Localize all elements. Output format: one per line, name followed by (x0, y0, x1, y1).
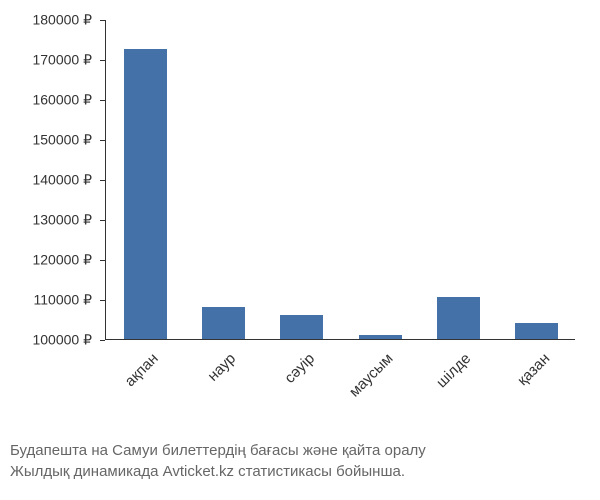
caption-line-2: Жылдық динамикада Avticket.kz статистика… (10, 461, 590, 482)
chart-container: 100000 ₽ 110000 ₽ 120000 ₽ 130000 ₽ 140000 ₽… (10, 10, 590, 430)
bar (202, 307, 245, 339)
bar (515, 323, 558, 339)
y-tick-label: 120000 ₽ (32, 252, 92, 269)
y-tick-label: 180000 ₽ (32, 12, 92, 29)
y-tick-label: 170000 ₽ (32, 52, 92, 69)
y-tick-mark (100, 340, 105, 341)
bar (124, 49, 167, 339)
caption-line-1: Будапешта на Самуи билеттердің бағасы жә… (10, 440, 590, 461)
y-tick-label: 110000 ₽ (34, 292, 92, 309)
bar (437, 297, 480, 339)
y-tick-label: 140000 ₽ (32, 172, 92, 189)
y-tick-label: 150000 ₽ (32, 132, 92, 149)
bars-group (106, 20, 575, 339)
y-axis: 100000 ₽110000 ₽120000 ₽130000 ₽140000 ₽… (10, 20, 100, 340)
x-tick-label: маусым (346, 350, 397, 401)
bar (359, 335, 402, 339)
x-tick-label: ақпан (121, 350, 161, 390)
plot-area (105, 20, 575, 340)
x-tick-label: наур (205, 350, 240, 385)
chart-caption: Будапешта на Самуи билеттердің бағасы жә… (10, 440, 590, 482)
y-tick-label: 160000 ₽ (32, 92, 92, 109)
x-axis: ақпан наур сәуір маусым шілде қазан (105, 345, 575, 425)
y-tick-label: 100000 ₽ (32, 332, 92, 349)
x-tick-label: шілде (433, 350, 474, 391)
bar (280, 315, 323, 339)
y-tick-label: 130000 ₽ (32, 212, 92, 229)
x-tick-label: сәуір (281, 350, 318, 387)
x-tick-label: қазан (514, 350, 553, 389)
